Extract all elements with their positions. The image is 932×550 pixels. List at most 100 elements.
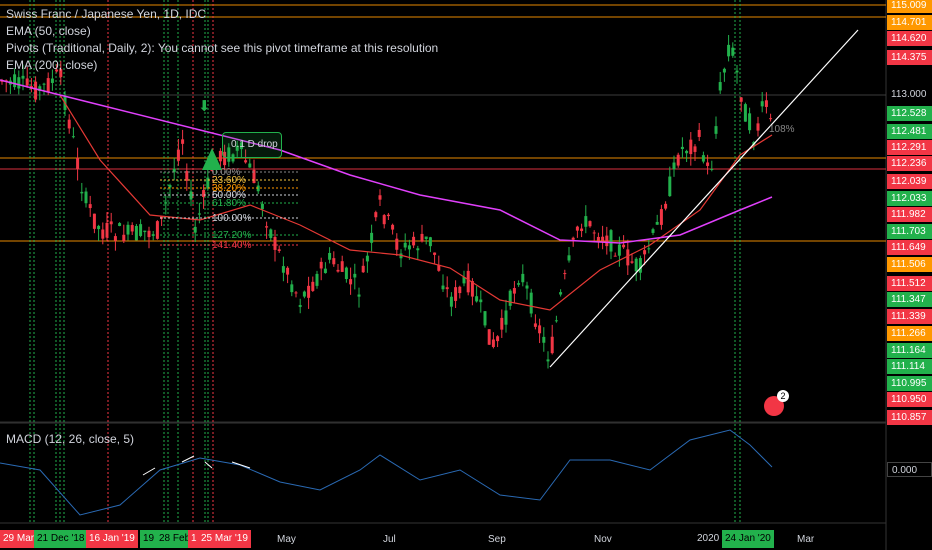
candle-body xyxy=(25,78,29,86)
candle-body xyxy=(315,273,319,286)
candle-body xyxy=(538,325,542,334)
candle-body xyxy=(731,47,735,56)
candle-body xyxy=(601,236,605,241)
candle-body xyxy=(512,288,516,294)
price-label: 111.339 xyxy=(887,309,932,324)
candle-body xyxy=(739,97,743,102)
candle-body xyxy=(433,252,437,255)
candle-body xyxy=(298,305,302,307)
ema50-legend[interactable]: EMA (50, close) xyxy=(6,24,91,38)
candle-body xyxy=(567,255,571,261)
price-label: 110.857 xyxy=(887,410,932,425)
candle-body xyxy=(302,291,306,297)
candle-body xyxy=(428,237,432,247)
fib-label-5: 100.00% xyxy=(212,213,252,224)
candle-body xyxy=(617,244,621,256)
candle-body xyxy=(143,230,147,233)
candle-body xyxy=(97,225,101,230)
candle-body xyxy=(361,265,365,273)
candle-body xyxy=(168,185,172,188)
pivots-legend[interactable]: Pivots (Traditional, Daily, 2): You cann… xyxy=(6,41,439,55)
candle-body xyxy=(113,236,117,241)
time-badge: 2020 xyxy=(697,533,720,544)
candle-body xyxy=(130,225,134,232)
candle-body xyxy=(634,258,638,272)
candle-body xyxy=(521,273,525,283)
candle-body xyxy=(80,191,84,194)
candle-body xyxy=(189,191,193,200)
price-label: 111.114 xyxy=(887,359,932,374)
candle-body xyxy=(59,69,63,78)
time-badge: 1 xyxy=(188,530,200,548)
candle-body xyxy=(769,118,773,120)
candle-body xyxy=(307,285,311,298)
alert-icon[interactable]: 2 xyxy=(764,390,789,416)
time-badge: 24 Jan '20 xyxy=(722,530,774,548)
candle-body xyxy=(550,336,554,354)
candle-body xyxy=(76,157,80,169)
candle-body xyxy=(588,221,592,227)
candle-body xyxy=(554,320,558,322)
candle-body xyxy=(193,226,197,233)
price-label: 114.701 xyxy=(887,15,932,30)
candle-body xyxy=(596,236,600,241)
candle-body xyxy=(542,336,546,343)
candle-body xyxy=(378,195,382,200)
candle-body xyxy=(458,286,462,294)
price-label: 111.982 xyxy=(887,207,932,222)
candle-body xyxy=(88,204,92,209)
candle-body xyxy=(563,273,567,275)
candle-body xyxy=(353,273,357,278)
fib-label-0: 0.00% xyxy=(212,167,240,178)
candle-body xyxy=(487,329,491,345)
candle-body xyxy=(500,317,504,330)
price-label: 112.291 xyxy=(887,140,932,155)
price-label: 112.033 xyxy=(887,191,932,206)
candle-body xyxy=(546,359,550,362)
candle-body xyxy=(584,216,588,227)
candle-body xyxy=(252,169,256,184)
ema200-legend[interactable]: EMA (200, close) xyxy=(6,58,98,72)
time-badge: 25 Mar '19 xyxy=(198,530,251,548)
arrow-down-icon: ⬇ xyxy=(198,98,211,115)
candle-body xyxy=(319,261,323,269)
candle-body xyxy=(206,177,210,189)
candle-body xyxy=(395,238,399,250)
candle-body xyxy=(735,70,739,73)
candle-body xyxy=(529,292,533,314)
candle-body xyxy=(710,169,714,171)
candle-body xyxy=(701,155,705,162)
price-label: 112.528 xyxy=(887,106,932,121)
candle-body xyxy=(575,226,579,231)
trend-line xyxy=(549,29,859,368)
candle-body xyxy=(109,221,113,225)
candle-body xyxy=(185,171,189,181)
candle-body xyxy=(248,163,252,168)
candle-body xyxy=(416,248,420,251)
price-label: 110.950 xyxy=(887,392,932,407)
candle-body xyxy=(344,267,348,280)
candle-body xyxy=(655,221,659,225)
candle-body xyxy=(332,258,336,265)
candle-body xyxy=(244,160,248,163)
candle-body xyxy=(139,224,143,236)
candle-body xyxy=(760,101,764,107)
candle-body xyxy=(294,292,298,294)
candle-body xyxy=(38,86,42,91)
ema200-line xyxy=(0,79,773,244)
candle-body xyxy=(84,191,88,204)
candle-body xyxy=(46,78,50,93)
candle-body xyxy=(349,279,353,285)
price-label: 113.000 xyxy=(887,87,932,102)
candle-body xyxy=(559,292,563,295)
time-label: Jul xyxy=(383,534,396,545)
fib-label-6: 127.20% xyxy=(212,230,252,241)
time-label: Sep xyxy=(488,534,506,545)
candle-body xyxy=(483,311,487,326)
candle-body xyxy=(449,296,453,307)
candle-body xyxy=(412,236,416,246)
macd-legend[interactable]: MACD (12, 26, close, 5) xyxy=(6,432,135,446)
candle-body xyxy=(479,299,483,303)
candle-body xyxy=(727,44,731,57)
